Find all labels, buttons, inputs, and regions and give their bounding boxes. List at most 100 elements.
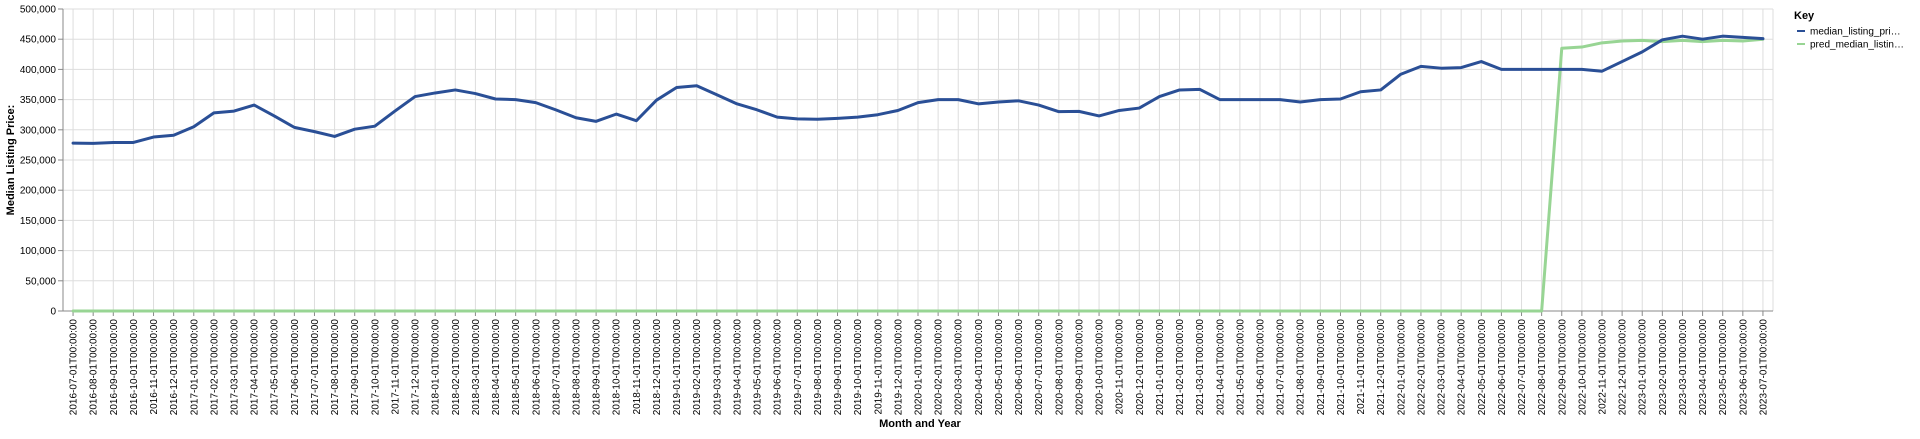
x-tick-label: 2023-02-01T00:00:00: [1658, 319, 1669, 416]
x-tick-label: 2017-08-01T00:00:00: [330, 319, 341, 416]
x-tick-label: 2017-02-01T00:00:00: [209, 319, 220, 416]
x-tick-label: 2020-10-01T00:00:00: [1095, 319, 1106, 416]
x-tick-label: 2022-10-01T00:00:00: [1577, 319, 1588, 416]
x-tick-label: 2019-06-01T00:00:00: [773, 319, 784, 416]
x-tick-label: 2019-10-01T00:00:00: [853, 319, 864, 416]
x-tick-label: 2020-11-01T00:00:00: [1115, 319, 1126, 415]
x-tick-label: 2016-11-01T00:00:00: [149, 319, 160, 415]
x-tick-label: 2018-01-01T00:00:00: [431, 319, 442, 416]
x-tick-label: 2021-09-01T00:00:00: [1316, 319, 1327, 416]
series-line-pred-median-listin: [71, 37, 1765, 313]
x-tick-label: 2020-05-01T00:00:00: [994, 319, 1005, 416]
x-tick-label: 2020-04-01T00:00:00: [974, 319, 985, 416]
x-tick-label: 2021-01-01T00:00:00: [1155, 319, 1166, 416]
x-tick-label: 2018-09-01T00:00:00: [592, 319, 603, 416]
y-tick-label: 300,000: [20, 125, 57, 136]
x-tick-label: 2023-04-01T00:00:00: [1698, 319, 1709, 416]
x-tick-label: 2017-12-01T00:00:00: [411, 319, 422, 416]
x-tick-label: 2022-01-01T00:00:00: [1396, 319, 1407, 416]
x-tick-label: 2018-05-01T00:00:00: [511, 319, 522, 416]
y-tick-label: 250,000: [20, 156, 57, 167]
x-tick-label: 2021-10-01T00:00:00: [1336, 319, 1347, 416]
x-tick-label: 2022-09-01T00:00:00: [1557, 319, 1568, 416]
x-tick-label: 2021-08-01T00:00:00: [1296, 319, 1307, 416]
y-tick-label: 450,000: [20, 35, 57, 46]
x-tick-label: 2022-12-01T00:00:00: [1618, 319, 1629, 416]
x-tick-label: 2017-09-01T00:00:00: [350, 319, 361, 416]
x-tick-label: 2022-07-01T00:00:00: [1517, 319, 1528, 416]
x-tick-label: 2019-04-01T00:00:00: [732, 319, 743, 416]
x-tick-label: 2017-03-01T00:00:00: [230, 319, 241, 416]
x-tick-label: 2018-02-01T00:00:00: [451, 319, 462, 416]
x-tick-label: 2021-03-01T00:00:00: [1195, 319, 1206, 416]
y-tick-label: 500,000: [20, 5, 57, 16]
gridlines: [63, 8, 1774, 312]
x-tick-label: 2018-08-01T00:00:00: [572, 319, 583, 416]
y-tick-label: 100,000: [20, 246, 57, 257]
x-tick-label: 2022-11-01T00:00:00: [1598, 319, 1609, 415]
legend-label: median_listing_pri…: [1810, 27, 1901, 38]
x-axis-title: Month and Year: [879, 418, 961, 430]
x-tick-label: 2019-01-01T00:00:00: [672, 319, 683, 416]
x-tick-label: 2018-10-01T00:00:00: [612, 319, 623, 416]
x-tick-label: 2023-06-01T00:00:00: [1738, 319, 1749, 416]
x-tick-label: 2021-02-01T00:00:00: [1175, 319, 1186, 416]
x-tick-label: 2017-11-01T00:00:00: [390, 319, 401, 415]
x-tick-label: 2023-03-01T00:00:00: [1678, 319, 1689, 416]
y-tick-label: 400,000: [20, 65, 57, 76]
x-tick-label: 2022-04-01T00:00:00: [1457, 319, 1468, 416]
x-tick-label: 2021-04-01T00:00:00: [1215, 319, 1226, 416]
x-tick-label: 2018-12-01T00:00:00: [652, 319, 663, 416]
x-tick-label: 2020-12-01T00:00:00: [1135, 319, 1146, 416]
legend-label: pred_median_listin…: [1810, 40, 1904, 51]
x-tick-label: 2019-09-01T00:00:00: [833, 319, 844, 416]
x-tick-label: 2023-05-01T00:00:00: [1718, 319, 1729, 416]
y-tick-label: 150,000: [20, 216, 57, 227]
x-tick-label: 2020-08-01T00:00:00: [1054, 319, 1065, 416]
x-tick-label: 2023-07-01T00:00:00: [1758, 319, 1769, 416]
x-tick-label: 2017-10-01T00:00:00: [370, 319, 381, 416]
x-tick-label: 2016-08-01T00:00:00: [89, 319, 100, 416]
x-tick-label: 2022-08-01T00:00:00: [1537, 319, 1548, 416]
x-tick-label: 2022-06-01T00:00:00: [1497, 319, 1508, 416]
x-tick-label: 2020-02-01T00:00:00: [934, 319, 945, 416]
x-tick-label: 2021-07-01T00:00:00: [1276, 319, 1287, 416]
x-tick-label: 2016-07-01T00:00:00: [69, 319, 80, 416]
x-tick-label: 2019-12-01T00:00:00: [893, 319, 904, 416]
x-tick-label: 2018-07-01T00:00:00: [551, 319, 562, 416]
x-tick-label: 2017-06-01T00:00:00: [290, 319, 301, 416]
x-tick-label: 2018-11-01T00:00:00: [632, 319, 643, 415]
legend: Key median_listing_pri… pred_median_listi…: [1794, 10, 1904, 51]
x-tick-label: 2019-02-01T00:00:00: [692, 319, 703, 416]
x-tick-label: 2020-09-01T00:00:00: [1074, 319, 1085, 416]
x-tick-label: 2017-07-01T00:00:00: [310, 319, 321, 416]
x-tick-label: 2019-07-01T00:00:00: [793, 319, 804, 416]
x-tick-label: 2019-03-01T00:00:00: [712, 319, 723, 416]
x-tick-label: 2019-08-01T00:00:00: [813, 319, 824, 416]
y-axis-title: Median Listing Price:: [5, 105, 17, 216]
x-tick-label: 2016-10-01T00:00:00: [129, 319, 140, 416]
x-tick-label: 2017-04-01T00:00:00: [250, 319, 261, 416]
legend-title: Key: [1794, 10, 1815, 22]
y-tick-label: 200,000: [20, 186, 57, 197]
x-tick-label: 2021-05-01T00:00:00: [1235, 319, 1246, 416]
x-tick-label: 2020-01-01T00:00:00: [914, 319, 925, 416]
x-tick-label: 2017-05-01T00:00:00: [270, 319, 281, 416]
x-tick-label: 2022-05-01T00:00:00: [1477, 319, 1488, 416]
x-tick-label: 2019-05-01T00:00:00: [753, 319, 764, 416]
x-tick-label: 2023-01-01T00:00:00: [1638, 319, 1649, 416]
x-tick-label: 2016-09-01T00:00:00: [109, 319, 120, 416]
x-tick-label: 2020-03-01T00:00:00: [954, 319, 965, 416]
x-tick-label: 2021-11-01T00:00:00: [1356, 319, 1367, 415]
y-tick-label: 350,000: [20, 95, 57, 106]
x-tick-label: 2018-04-01T00:00:00: [491, 319, 502, 416]
x-tick-label: 2020-06-01T00:00:00: [1014, 319, 1025, 416]
series-line-median-listing-pri: [71, 34, 1765, 145]
x-tick-label: 2022-02-01T00:00:00: [1416, 319, 1427, 416]
x-tick-label: 2019-11-01T00:00:00: [873, 319, 884, 415]
axes: 0 50,000 100,000 150,000 200,000 250,000 300,0…: [20, 5, 1773, 416]
x-tick-label: 2022-03-01T00:00:00: [1437, 319, 1448, 416]
x-tick-label: 2021-06-01T00:00:00: [1256, 319, 1267, 416]
